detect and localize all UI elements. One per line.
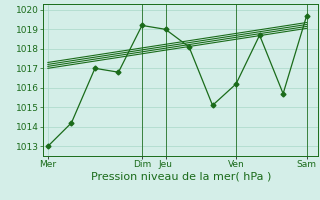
- X-axis label: Pression niveau de la mer( hPa ): Pression niveau de la mer( hPa ): [91, 172, 271, 182]
